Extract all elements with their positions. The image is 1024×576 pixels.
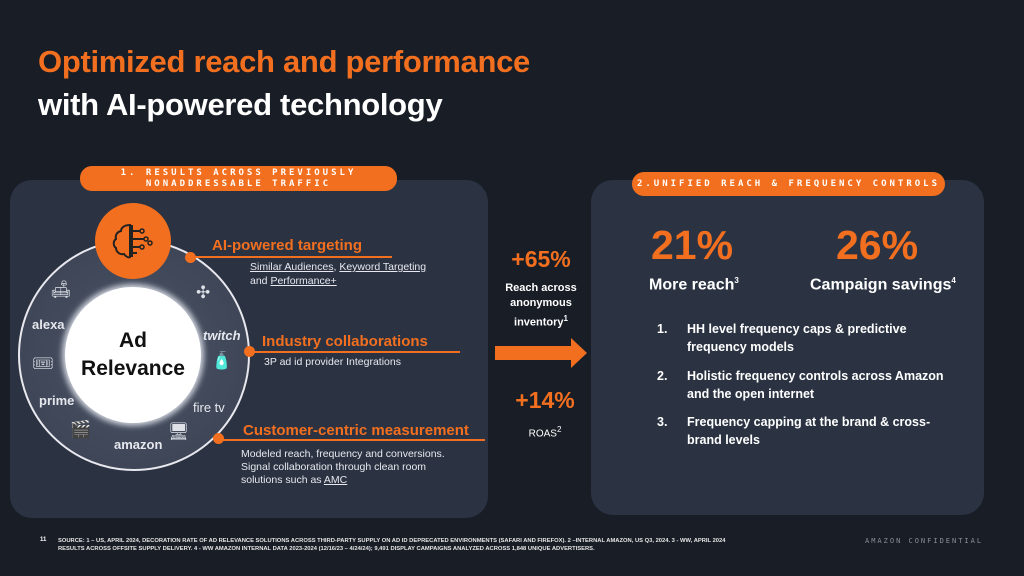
ai-targeting-desc: Similar Audiences, Keyword Targeting and … xyxy=(250,260,426,288)
left-badge: 1. RESULTS ACROSS PREVIOUSLY NONADDRESSAB… xyxy=(80,166,397,191)
list-number: 1. xyxy=(657,322,668,336)
twitch-logo: twitch xyxy=(203,328,241,343)
brain-icon xyxy=(95,203,171,279)
industry-heading: Industry collaborations xyxy=(262,333,428,350)
ai-targeting-heading: AI-powered targeting xyxy=(212,237,363,254)
measurement-desc: Modeled reach, frequency and conversions… xyxy=(241,448,445,487)
prime-logo: prime xyxy=(39,393,75,408)
reach-metric-label: More reach3 xyxy=(649,276,739,294)
reach-label: Reach across anonymous inventory1 xyxy=(496,281,586,331)
center-line2: Relevance xyxy=(81,357,185,380)
and-text: and xyxy=(250,275,271,287)
connector-line xyxy=(250,351,460,353)
measurement-heading: Customer-centric measurement xyxy=(243,422,469,439)
grocery-icon: 🧴 xyxy=(211,351,233,370)
label-line: inventory xyxy=(514,316,564,329)
right-panel xyxy=(591,180,984,515)
roas-stat: +14% xyxy=(515,387,575,413)
similar-audiences-link[interactable]: Similar Audiences xyxy=(250,261,334,273)
connector-line xyxy=(220,439,485,441)
connector-line xyxy=(192,256,392,258)
desc-line: Signal collaboration through clean room xyxy=(241,461,427,473)
list-number: 2. xyxy=(657,369,668,383)
label-line: anonymous xyxy=(510,297,572,309)
reach-metric-value: 21% xyxy=(651,222,734,268)
center-line1: Ad xyxy=(119,329,147,352)
left-badge-line2: NONADDRESSABLE TRAFFIC xyxy=(145,179,332,189)
industry-desc: 3P ad id provider Integrations xyxy=(264,356,401,368)
metric-label: Campaign savings xyxy=(810,276,952,294)
metric-label: More reach xyxy=(649,276,735,294)
desc-line: solutions such as xyxy=(241,474,324,486)
arrow-right-icon xyxy=(495,338,587,368)
ad-relevance-center: Ad Relevance xyxy=(65,287,201,423)
list-text: Holistic frequency controls across Amazo… xyxy=(687,369,944,401)
clapperboard-icon: 🎬 xyxy=(70,420,92,439)
separator: , xyxy=(333,261,340,273)
list-text: Frequency capping at the brand & cross-b… xyxy=(687,415,931,447)
performance-plus-link[interactable]: Performance+ xyxy=(270,275,337,287)
roas-label: ROAS2 xyxy=(500,422,590,441)
footnote-ref: 1 xyxy=(563,314,568,323)
savings-metric-label: Campaign savings4 xyxy=(810,276,956,294)
title-line-1: Optimized reach and performance xyxy=(38,44,530,79)
label-line: Reach across xyxy=(505,282,577,294)
footnote-ref: 2 xyxy=(556,425,562,434)
page-number: 11 xyxy=(40,537,47,543)
firetv-logo: fire tv xyxy=(193,400,225,415)
alexa-logo: alexa xyxy=(32,317,65,332)
label-text: ROAS xyxy=(528,428,557,440)
list-number: 3. xyxy=(657,415,668,429)
connector-dot xyxy=(213,433,224,444)
right-badge: 2.UNIFIED REACH & FREQUENCY CONTROLS xyxy=(632,172,945,196)
source-footnote: SOURCE: 1 – US, APRIL 2024, DECORATION R… xyxy=(58,538,726,552)
list-text: HH level frequency caps & predictive fre… xyxy=(687,322,907,354)
confidential-label: AMAZON CONFIDENTIAL xyxy=(865,537,984,545)
footnote-ref: 4 xyxy=(951,276,956,285)
reach-stat: +65% xyxy=(511,246,571,272)
tickets-icon: 🎟 xyxy=(32,354,54,373)
drone-icon: ✣ xyxy=(196,283,211,302)
amazon-logo: amazon xyxy=(114,437,163,452)
desc-line: Modeled reach, frequency and conversions… xyxy=(241,448,445,460)
connector-dot xyxy=(244,346,255,357)
connector-dot xyxy=(185,252,196,263)
left-badge-line1: 1. RESULTS ACROSS PREVIOUSLY xyxy=(120,168,357,178)
couch-tv-icon: 🛋 xyxy=(50,280,72,299)
keyword-targeting-link[interactable]: Keyword Targeting xyxy=(339,261,427,273)
footnote-ref: 3 xyxy=(734,276,739,285)
devices-icon: 🖥 xyxy=(168,422,190,441)
amc-link[interactable]: AMC xyxy=(323,474,348,486)
title-line-2: with AI-powered technology xyxy=(38,87,443,122)
savings-metric-value: 26% xyxy=(836,222,919,268)
